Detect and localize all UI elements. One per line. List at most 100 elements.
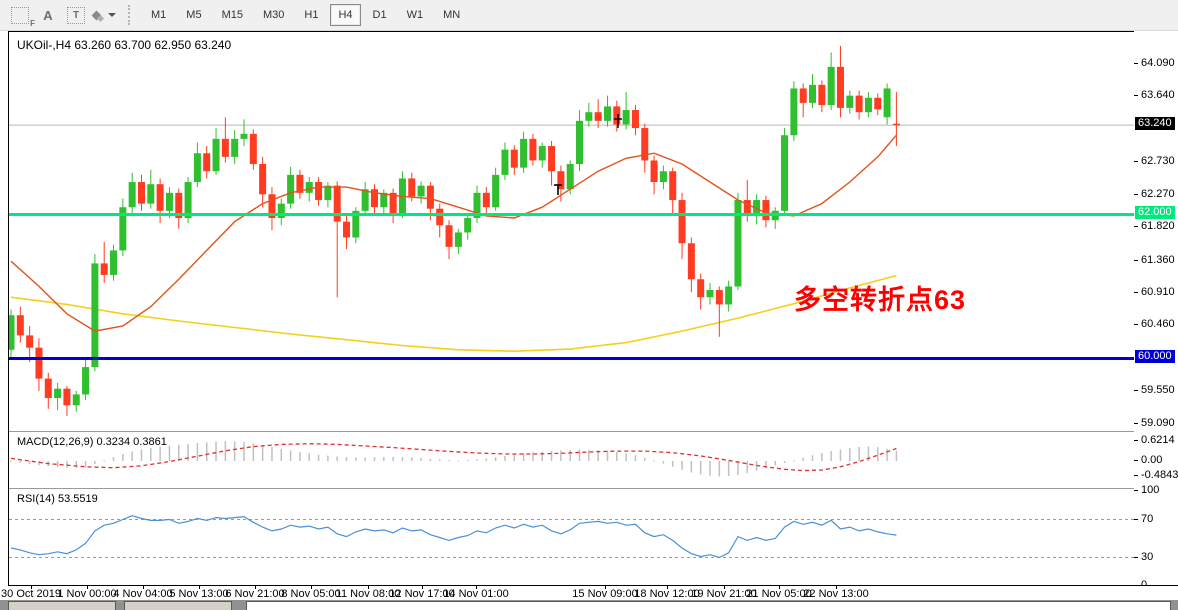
price-badge-62.000: 62.000 xyxy=(1135,206,1175,220)
chart-tab-1[interactable] xyxy=(8,601,116,610)
macd-scale-label: 0.6214 xyxy=(1141,434,1175,447)
scale-tick xyxy=(1134,490,1138,491)
rsi-panel[interactable] xyxy=(9,489,1134,585)
bottom-tab-bar xyxy=(0,600,1178,610)
scale-tick xyxy=(1134,324,1138,326)
scale-tick xyxy=(1134,160,1138,162)
price-badge-60.000: 60.000 xyxy=(1135,350,1175,364)
time-tick xyxy=(605,585,606,589)
rsi-scale-label: 100 xyxy=(1141,484,1160,496)
time-tick-label: 19 Nov 21:00 xyxy=(691,588,757,600)
time-tick-label: 18 Nov 12:00 xyxy=(634,588,700,600)
rsi-scale-label: 70 xyxy=(1141,512,1154,525)
time-tick-label: 12 Nov 17:00 xyxy=(389,588,455,600)
object-grid-tool-icon[interactable]: F xyxy=(8,4,35,28)
time-tick xyxy=(199,585,200,589)
timeframe-button-h4[interactable]: H4 xyxy=(330,4,361,26)
price-badge-63.240: 63.240 xyxy=(1135,117,1175,131)
chart-title: UKOil-,H4 63.260 63.700 62.950 63.240 xyxy=(17,38,232,52)
arrows-tool-icon[interactable] xyxy=(91,4,116,26)
scale-tick xyxy=(1134,95,1138,97)
timeframe-button-m1[interactable]: M1 xyxy=(151,9,167,21)
scale-tick xyxy=(1134,460,1138,461)
price-tick-label: 60.910 xyxy=(1141,285,1175,298)
object-grid-tool-icon: F xyxy=(11,6,35,28)
time-tick xyxy=(255,585,256,589)
timeframe-button-d1[interactable]: D1 xyxy=(372,9,387,21)
time-tick-label: 6 Nov 21:00 xyxy=(225,588,285,600)
scale-tick xyxy=(1134,475,1138,477)
time-tick-label: 1 Nov 00:00 xyxy=(57,588,117,600)
time-axis-line xyxy=(8,585,1178,586)
time-tick-label: 14 Nov 01:00 xyxy=(443,588,509,600)
time-tick-label: 5 Nov 13:00 xyxy=(169,588,229,600)
time-tick xyxy=(422,585,423,589)
time-tick-label: 11 Nov 08:00 xyxy=(335,588,401,600)
rsi-label: RSI(14) 53.5519 xyxy=(17,493,98,505)
time-tick xyxy=(87,585,88,589)
timeframe-button-m15[interactable]: M15 xyxy=(221,9,243,21)
text-box-tool-icon[interactable]: T xyxy=(64,4,88,26)
price-tick-label: 64.090 xyxy=(1141,56,1175,69)
rsi-scale-label: 30 xyxy=(1141,550,1154,563)
price-tick-label: 62.270 xyxy=(1141,188,1175,200)
time-tick xyxy=(836,585,837,589)
time-axis[interactable]: 30 Oct 2019 1 Nov 00:00 4 Nov 04:00 5 Nov 1… xyxy=(0,585,1178,600)
chart-tab-2[interactable] xyxy=(124,601,232,610)
time-tick xyxy=(143,585,144,589)
timeframe-button-w1[interactable]: W1 xyxy=(406,9,424,21)
price-scale[interactable]: 64.090 63.640 62.730 62.270 61.820 61.360 60.9… xyxy=(1134,31,1178,600)
time-tick xyxy=(724,585,725,589)
scale-tick xyxy=(1134,440,1138,442)
timeframe-button-m5[interactable]: M5 xyxy=(186,9,202,21)
price-tick-label: 60.460 xyxy=(1141,318,1175,331)
scale-tick xyxy=(1134,556,1138,558)
text-anchor-marker-icon xyxy=(554,184,562,195)
time-tick xyxy=(667,585,668,589)
timeframe-group: M1 M5 M15 M30 H1 H4 D1 W1 MN xyxy=(141,4,470,26)
scale-tick xyxy=(1134,259,1138,261)
scale-tick xyxy=(1134,291,1138,293)
price-tick-label: 61.360 xyxy=(1141,253,1175,266)
macd-scale-label: 0.00 xyxy=(1141,454,1163,466)
main-price-chart[interactable] xyxy=(9,32,1134,431)
time-tick xyxy=(368,585,369,589)
time-tick xyxy=(31,585,32,589)
time-tick-label: 21 Nov 05:00 xyxy=(746,588,812,600)
chart-plot-area[interactable]: UKOil-,H4 63.260 63.700 62.950 63.240 MA… xyxy=(8,31,1135,586)
time-tick xyxy=(779,585,780,589)
text-box-tool-icon: T xyxy=(67,6,85,24)
text-label-tool-icon[interactable]: A xyxy=(43,7,53,23)
cross-marker-icon xyxy=(614,114,622,128)
chart-annotation-text[interactable]: 多空转折点63 xyxy=(794,285,967,315)
scale-tick xyxy=(1134,194,1138,195)
macd-panel[interactable] xyxy=(9,432,1134,488)
time-tick-label: 4 Nov 04:00 xyxy=(113,588,173,600)
panel-separator-rsi[interactable] xyxy=(9,488,1134,489)
macd-scale-label: -0.4843 xyxy=(1141,469,1178,482)
timeframe-button-mn[interactable]: MN xyxy=(443,9,461,21)
toolbar-separator xyxy=(128,5,135,25)
scale-tick xyxy=(1134,518,1138,520)
time-tick xyxy=(311,585,312,589)
time-tick-label: 8 Nov 05:00 xyxy=(281,588,341,600)
chart-tab-active[interactable] xyxy=(246,601,1171,610)
panel-separator-macd[interactable] xyxy=(9,431,1134,432)
macd-label: MACD(12,26,9) 0.3234 0.3861 xyxy=(17,436,167,448)
timeframe-button-h1[interactable]: H1 xyxy=(304,9,319,21)
scale-tick xyxy=(1134,226,1138,228)
timeframe-button-m30[interactable]: M30 xyxy=(262,9,285,21)
price-tick-label: 61.820 xyxy=(1141,220,1175,233)
time-tick-label: 30 Oct 2019 xyxy=(1,588,61,600)
scale-tick xyxy=(1134,422,1138,424)
price-tick-label: 62.730 xyxy=(1141,154,1175,167)
scale-tick xyxy=(1134,62,1138,64)
time-tick-label: 15 Nov 09:00 xyxy=(572,588,638,600)
price-tick-label: 59.550 xyxy=(1141,383,1175,396)
price-tick-label: 63.640 xyxy=(1141,89,1175,102)
scale-tick xyxy=(1134,389,1138,391)
dropdown-caret-icon[interactable] xyxy=(107,13,116,17)
